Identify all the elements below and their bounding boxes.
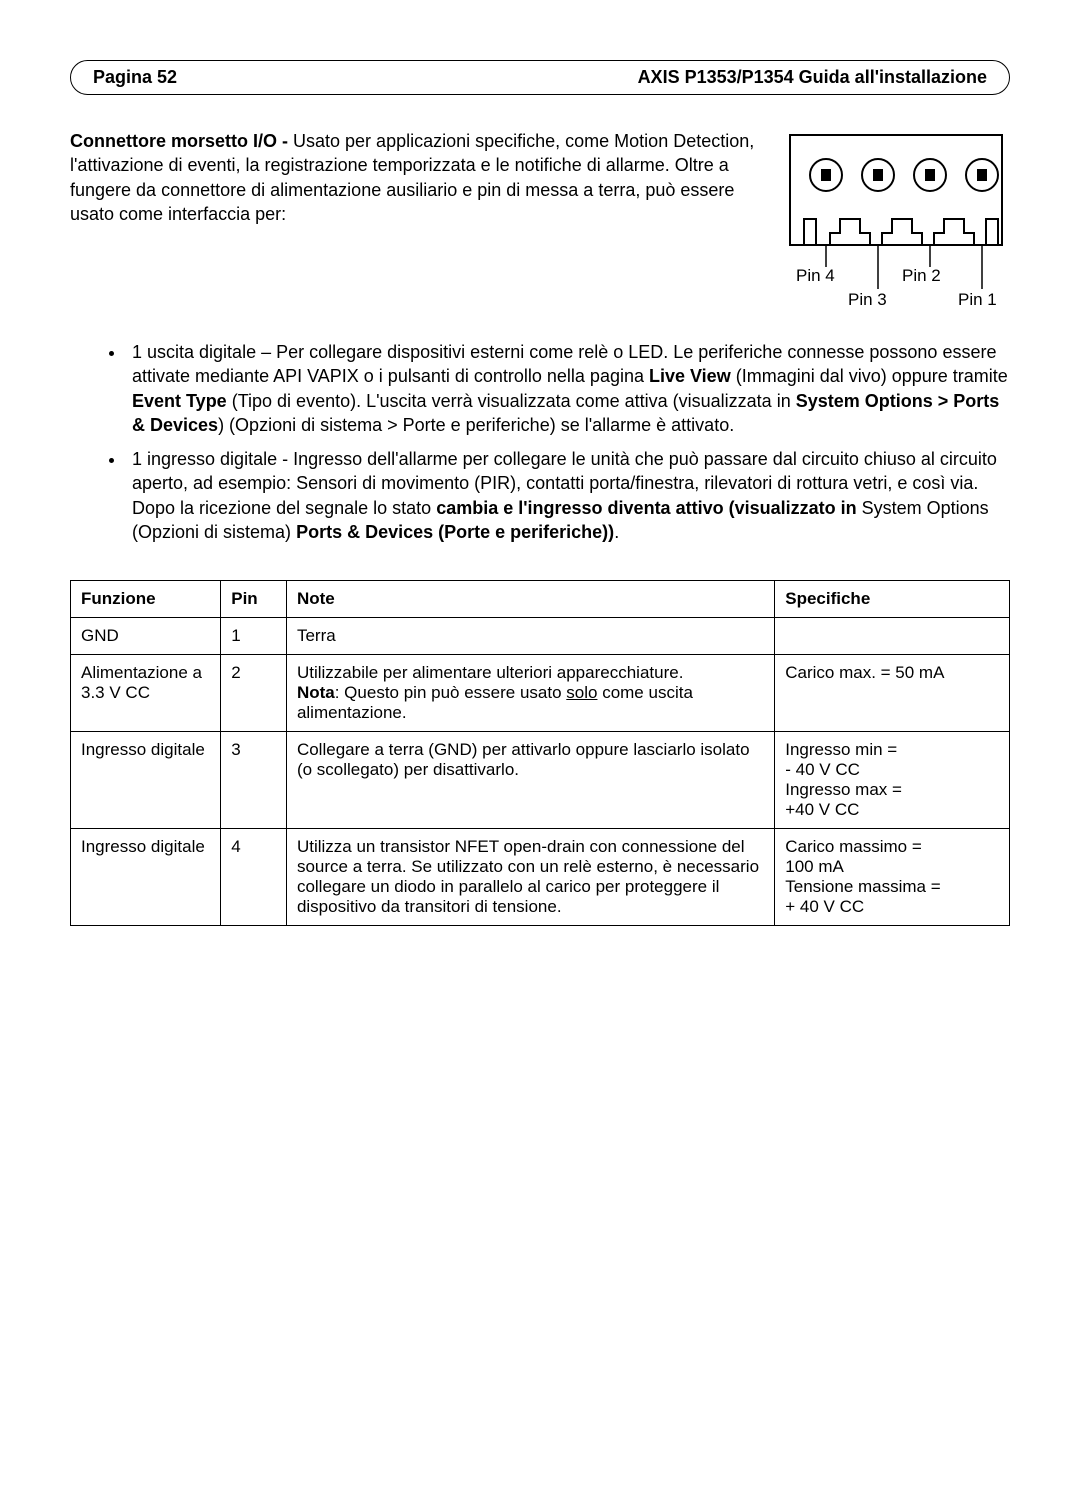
r4-spec-1: Carico massimo = (785, 837, 922, 856)
cell-note: Collegare a terra (GND) per attivarlo op… (286, 732, 774, 829)
th-pin: Pin (221, 581, 287, 618)
cell-pin: 4 (221, 829, 287, 926)
cell-spec: Carico max. = 50 mA (775, 655, 1010, 732)
table-row: GND 1 Terra (71, 618, 1010, 655)
cell-func: Ingresso digitale (71, 829, 221, 926)
bullet2-b2: Ports & Devices (Porte e periferiche)) (296, 522, 614, 542)
bullet1-mid1: (Immagini dal vivo) oppure tramite (731, 366, 1008, 386)
r2-nota-rest: : Questo pin può essere usato (335, 683, 567, 702)
r4-spec-3: Tensione massima = (785, 877, 940, 896)
pin-3-label: Pin 3 (848, 290, 887, 309)
r2-nota-bold: Nota (297, 683, 335, 702)
page-number: Pagina 52 (93, 67, 177, 88)
cell-note: Utilizza un transistor NFET open-drain c… (286, 829, 774, 926)
bullet-output: 1 uscita digitale – Per collegare dispos… (126, 340, 1010, 437)
table-row: Ingresso digitale 4 Utilizza un transist… (71, 829, 1010, 926)
table-header-row: Funzione Pin Note Specifiche (71, 581, 1010, 618)
r4-spec-2: 100 mA (785, 857, 844, 876)
r3-spec-3: Ingresso max = (785, 780, 902, 799)
bullet2-tail: . (614, 522, 619, 542)
cell-pin: 1 (221, 618, 287, 655)
table-row: Alimentazione a 3.3 V CC 2 Utilizzabile … (71, 655, 1010, 732)
pin-spec-table: Funzione Pin Note Specifiche GND 1 Terra… (70, 580, 1010, 926)
document-title: AXIS P1353/P1354 Guida all'installazione (638, 67, 987, 88)
table-row: Ingresso digitale 3 Collegare a terra (G… (71, 732, 1010, 829)
cell-func: Alimentazione a 3.3 V CC (71, 655, 221, 732)
cell-func: GND (71, 618, 221, 655)
r3-spec-2: - 40 V CC (785, 760, 860, 779)
bullet-input: 1 ingresso digitale - Ingresso dell'alla… (126, 447, 1010, 544)
bullet1-mid3: ) (Opzioni di sistema > Porte e periferi… (218, 415, 734, 435)
r2-note-a: Utilizzabile per alimentare ulteriori ap… (297, 663, 683, 682)
cell-func: Ingresso digitale (71, 732, 221, 829)
intro-lead-bold: Connettore morsetto I/O - (70, 131, 288, 151)
th-note: Note (286, 581, 774, 618)
pin-2-label: Pin 2 (902, 266, 941, 285)
pin-4-label: Pin 4 (796, 266, 835, 285)
terminal-block-diagram: Pin 4 Pin 3 Pin 2 Pin 1 (782, 129, 1010, 334)
cell-spec: Carico massimo = 100 mA Tensione massima… (775, 829, 1010, 926)
cell-spec: Ingresso min = - 40 V CC Ingresso max = … (775, 732, 1010, 829)
r4-spec-4: + 40 V CC (785, 897, 864, 916)
cell-spec (775, 618, 1010, 655)
cell-note: Utilizzabile per alimentare ulteriori ap… (286, 655, 774, 732)
bullet1-liveview: Live View (649, 366, 731, 386)
intro-paragraph: Connettore morsetto I/O - Usato per appl… (70, 129, 764, 226)
cell-note: Terra (286, 618, 774, 655)
pin-1-label: Pin 1 (958, 290, 997, 309)
bullet2-b1: cambia e l'ingresso diventa attivo (visu… (436, 498, 861, 518)
cell-pin: 3 (221, 732, 287, 829)
cell-pin: 2 (221, 655, 287, 732)
bullet1-mid2: (Tipo di evento). L'uscita verrà visuali… (227, 391, 796, 411)
th-spec: Specifiche (775, 581, 1010, 618)
r3-spec-1: Ingresso min = (785, 740, 897, 759)
bullet1-eventtype: Event Type (132, 391, 227, 411)
th-func: Funzione (71, 581, 221, 618)
r3-spec-4: +40 V CC (785, 800, 859, 819)
r2-nota-solo: solo (566, 683, 597, 702)
page-header: Pagina 52 AXIS P1353/P1354 Guida all'ins… (70, 60, 1010, 95)
